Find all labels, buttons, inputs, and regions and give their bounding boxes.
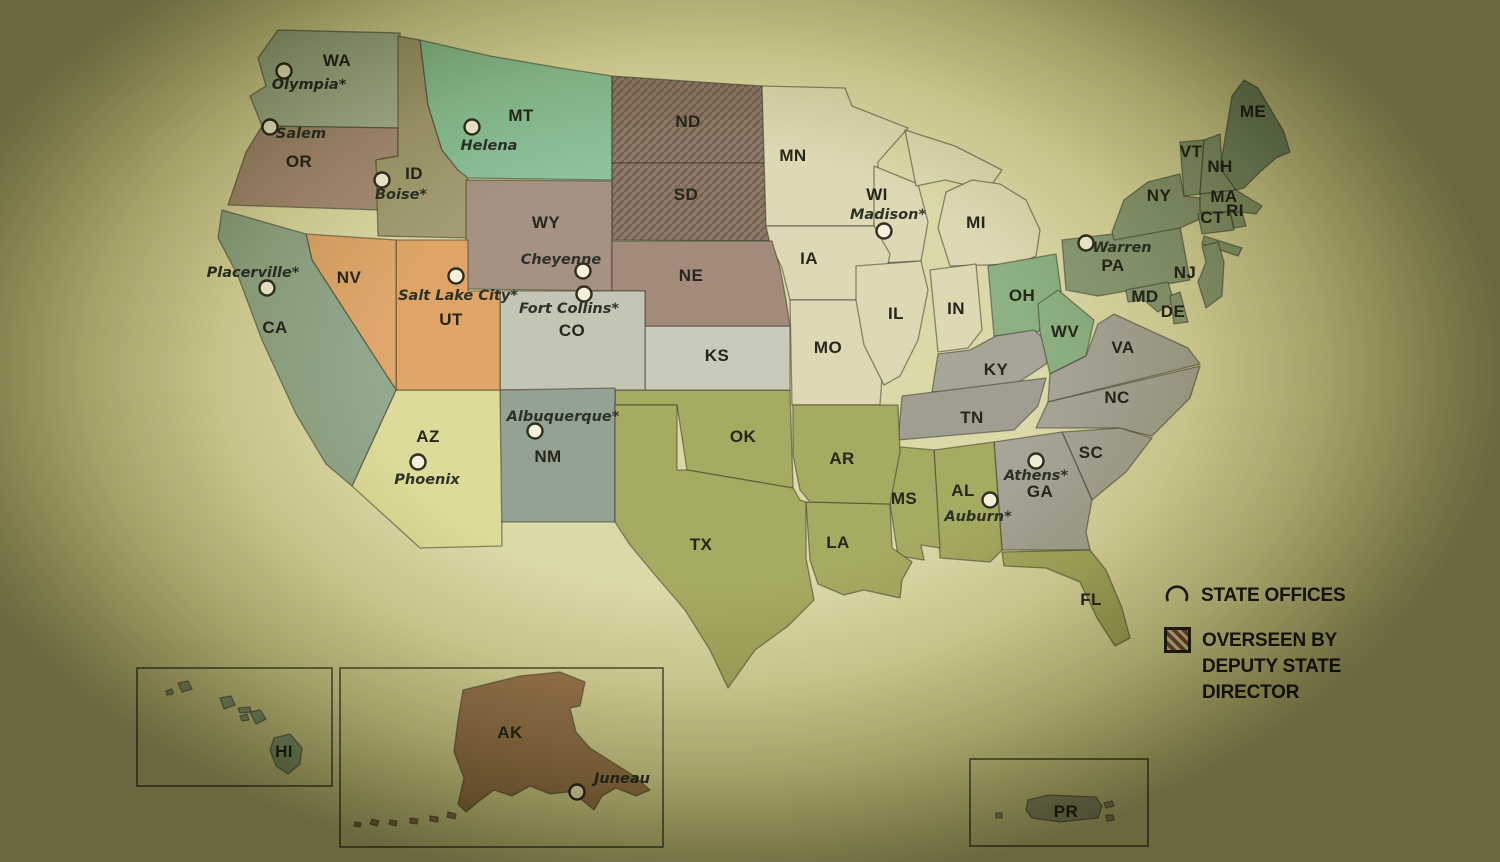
state-label-MO: MO (814, 338, 842, 357)
state-label-VT: VT (1180, 142, 1203, 161)
state-shape-MI-lower (937, 179, 1041, 267)
city-label-AK: Juneau (591, 771, 650, 787)
state-label-GA: GA (1027, 482, 1053, 501)
city-label-ID: Boise* (375, 187, 427, 203)
state-label-WV: WV (1051, 322, 1079, 341)
state-label-MD: MD (1131, 287, 1158, 306)
state-office-marker-MT (463, 118, 481, 136)
state-label-TN: TN (960, 408, 983, 427)
state-label-ND: ND (675, 112, 700, 131)
state-label-ME: ME (1240, 102, 1266, 121)
city-label-WA: Olympia* (272, 77, 347, 93)
state-label-NV: NV (337, 268, 362, 287)
legend-deputy-line-1: OVERSEEN BY (1202, 630, 1338, 651)
city-label-CA: Placerville* (207, 265, 300, 281)
state-label-CT: CT (1200, 208, 1224, 227)
hawaii-inset-box (136, 667, 333, 787)
deputy-director-hatch-icon (1164, 627, 1191, 653)
state-label-WY: WY (532, 213, 560, 232)
state-label-LA: LA (826, 533, 849, 552)
state-label-WA: WA (323, 51, 351, 70)
state-office-marker-PA (1077, 234, 1095, 252)
city-label-UT: Salt Lake City* (398, 288, 518, 304)
state-label-MN: MN (779, 146, 806, 165)
state-shape-AK (353, 671, 651, 828)
state-office-marker-AL (981, 491, 999, 509)
state-label-SC: SC (1079, 443, 1103, 462)
city-label-AZ: Phoenix (394, 472, 460, 488)
state-label-CO: CO (559, 321, 585, 340)
city-label-GA: Athens* (1003, 468, 1068, 484)
state-office-marker-AZ (409, 453, 427, 471)
state-label-FL: FL (1080, 590, 1102, 609)
state-label-OK: OK (730, 427, 757, 446)
state-label-IN: IN (947, 299, 965, 318)
city-label-AL: Auburn* (943, 509, 1012, 525)
state-label-WI: WI (866, 185, 888, 204)
state-label-SD: SD (674, 185, 698, 204)
legend: STATE OFFICES OVERSEEN BY DEPUTY STATE D… (1164, 582, 1394, 724)
state-label-MS: MS (891, 489, 917, 508)
state-label-KS: KS (705, 346, 729, 365)
state-office-marker-NM (526, 422, 544, 440)
state-label-AK: AK (497, 723, 523, 742)
state-label-NY: NY (1147, 186, 1172, 205)
state-label-PA: PA (1101, 256, 1124, 275)
city-label-NM: Albuquerque* (506, 409, 620, 425)
state-label-NE: NE (679, 266, 703, 285)
state-label-CA: CA (262, 318, 287, 337)
legend-deputy-line-3: DIRECTOR (1202, 682, 1300, 703)
state-office-icon (1164, 582, 1190, 608)
state-office-marker-CO (575, 285, 593, 303)
state-label-HI: HI (275, 742, 293, 761)
state-label-NM: NM (534, 447, 561, 466)
state-label-AL: AL (951, 481, 974, 500)
state-label-PR: PR (1054, 802, 1078, 821)
state-office-marker-ID (373, 171, 391, 189)
state-office-marker-CA (258, 279, 276, 297)
state-label-DE: DE (1161, 302, 1185, 321)
state-label-AR: AR (829, 449, 854, 468)
state-label-OH: OH (1009, 286, 1035, 305)
state-office-marker-AK (568, 783, 586, 801)
state-label-NH: NH (1207, 157, 1232, 176)
city-label-PA: Warren (1092, 240, 1151, 256)
state-label-ID: ID (405, 164, 423, 183)
city-label-WI: Madison* (850, 207, 926, 223)
state-label-NJ: NJ (1174, 263, 1197, 282)
state-label-IA: IA (800, 249, 818, 268)
state-label-OR: OR (286, 152, 312, 171)
city-label-MT: Helena (461, 138, 518, 154)
state-shape-MI-upper (904, 129, 1003, 191)
state-office-marker-WI (875, 222, 893, 240)
state-label-NC: NC (1104, 388, 1129, 407)
legend-deputy-row: OVERSEEN BY DEPUTY STATE DIRECTOR (1164, 627, 1394, 706)
state-label-KY: KY (984, 360, 1009, 379)
state-label-VA: VA (1111, 338, 1134, 357)
state-office-marker-GA (1027, 452, 1045, 470)
state-label-IL: IL (888, 304, 904, 323)
state-label-MI: MI (966, 213, 986, 232)
state-label-UT: UT (439, 310, 463, 329)
legend-state-offices-label: STATE OFFICES (1201, 585, 1346, 606)
city-label-WY: Cheyenne (521, 252, 602, 268)
city-label-OR: Salem (276, 126, 326, 142)
state-shape-FL (1001, 549, 1131, 647)
state-label-MT: MT (508, 106, 534, 125)
state-shape-NJ (1197, 241, 1225, 309)
state-office-marker-UT (447, 267, 465, 285)
legend-deputy-line-2: DEPUTY STATE (1202, 656, 1342, 677)
state-label-MA: MA (1210, 187, 1237, 206)
state-label-TX: TX (690, 535, 713, 554)
legend-state-offices-row: STATE OFFICES (1164, 582, 1394, 609)
state-label-AZ: AZ (416, 427, 439, 446)
city-label-CO: Fort Collins* (519, 301, 619, 317)
